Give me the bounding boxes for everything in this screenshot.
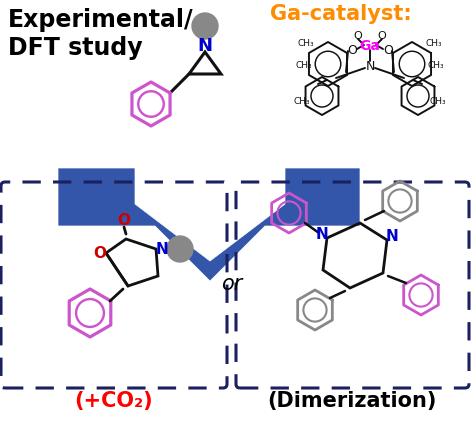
Text: O: O [383, 44, 393, 58]
Text: N: N [365, 59, 374, 72]
Text: N: N [155, 242, 168, 256]
Text: CH₃: CH₃ [296, 61, 312, 71]
Text: or: or [221, 274, 243, 294]
Text: O: O [93, 245, 107, 260]
Text: (+CO₂): (+CO₂) [75, 391, 153, 411]
Text: Ga-catalyst:: Ga-catalyst: [270, 4, 412, 24]
Text: (Dimerization): (Dimerization) [267, 391, 437, 411]
Text: CH₃: CH₃ [428, 61, 444, 71]
Text: Experimental/
DFT study: Experimental/ DFT study [8, 8, 193, 60]
Text: O: O [354, 31, 363, 41]
Text: O: O [118, 214, 130, 228]
Text: O: O [378, 31, 386, 41]
Polygon shape [58, 168, 360, 281]
Text: CH₃: CH₃ [430, 96, 447, 106]
Circle shape [192, 13, 218, 39]
Text: N: N [386, 229, 398, 245]
Text: O: O [347, 44, 357, 58]
Circle shape [167, 236, 193, 262]
Text: N: N [316, 228, 328, 242]
Text: CH₃: CH₃ [426, 40, 442, 48]
Text: CH₃: CH₃ [298, 40, 314, 48]
Text: Ga: Ga [360, 39, 381, 53]
Text: N: N [198, 37, 212, 55]
Text: CH₃: CH₃ [294, 96, 310, 106]
